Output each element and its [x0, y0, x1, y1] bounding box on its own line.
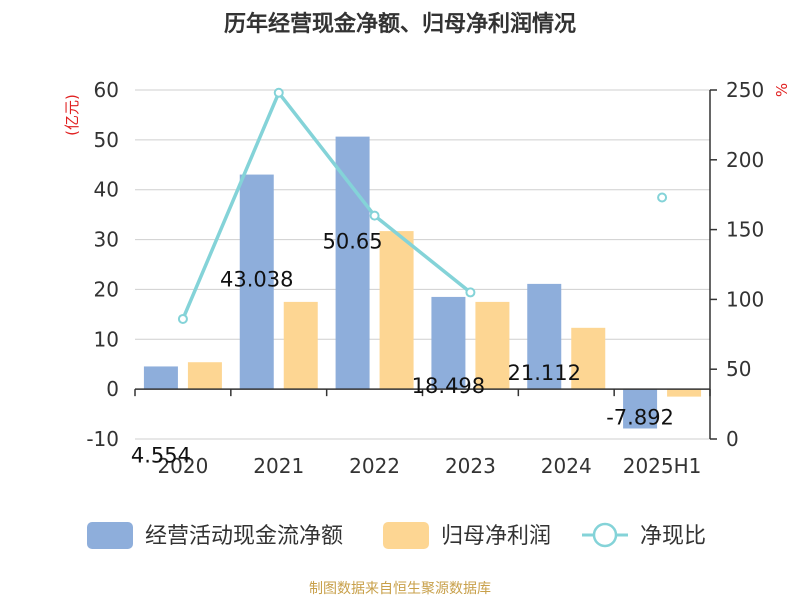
y-left-tick-label: 0 [106, 377, 119, 401]
y-left-tick-label: 30 [94, 228, 119, 252]
y-right-tick-label: 150 [726, 218, 764, 242]
bar-operating-cash-flow [239, 174, 274, 390]
data-label-operating-cash-flow: -7.892 [606, 405, 674, 429]
x-tick-label: 2021 [253, 454, 304, 478]
x-tick-label: 2022 [349, 454, 400, 478]
x-tick-label: 2024 [541, 454, 592, 478]
y-left-tick-label: 50 [94, 128, 119, 152]
bar-net-profit [187, 362, 222, 390]
bar-operating-cash-flow [623, 389, 658, 429]
bar-operating-cash-flow [335, 136, 370, 390]
y-left-tick-label: -10 [86, 427, 119, 451]
x-tick-label: 2025H1 [623, 454, 702, 478]
chart-title: 历年经营现金净额、归母净利润情况 [223, 12, 576, 37]
y-left-tick-label: 20 [94, 277, 119, 301]
y-left-tick-label: 60 [94, 78, 119, 102]
point-cash-ratio [369, 210, 380, 221]
data-label-operating-cash-flow: 4.554 [131, 443, 191, 467]
y-right-axis-unit: % [773, 83, 791, 97]
legend-marker [592, 522, 618, 548]
y-left-axis-unit: (亿元) [63, 94, 81, 136]
y-left-tick-label: 10 [94, 327, 119, 351]
bar-operating-cash-flow [143, 366, 178, 390]
y-right-tick-label: 100 [726, 287, 764, 311]
bar-net-profit [475, 301, 510, 390]
point-cash-ratio [657, 192, 668, 203]
y-right-tick-label: 50 [726, 357, 751, 381]
bar-net-profit [571, 327, 606, 390]
data-label-operating-cash-flow: 21.112 [508, 361, 581, 385]
data-source-note: 制图数据来自恒生聚源数据库 [309, 581, 491, 597]
y-right-tick-label: 200 [726, 148, 764, 172]
point-cash-ratio [177, 313, 188, 324]
bar-operating-cash-flow [431, 296, 466, 390]
data-label-operating-cash-flow: 43.038 [220, 268, 293, 292]
bar-net-profit [379, 231, 414, 390]
legend-swatch [87, 522, 133, 549]
x-tick-label: 2020 [157, 454, 208, 478]
legend-swatch [383, 522, 429, 549]
legend-label: 归母净利润 [441, 524, 551, 549]
bar-net-profit [283, 301, 318, 390]
data-label-operating-cash-flow: 18.498 [412, 374, 485, 398]
bar-net-profit [667, 389, 702, 397]
legend-label: 经营活动现金流净额 [145, 524, 343, 549]
data-label-operating-cash-flow: 50.65 [323, 230, 383, 254]
y-right-tick-label: 250 [726, 78, 764, 102]
legend-label: 净现比 [640, 524, 706, 549]
bar-operating-cash-flow [527, 283, 562, 390]
point-cash-ratio [465, 287, 476, 298]
y-left-tick-label: 40 [94, 178, 119, 202]
y-right-tick-label: 0 [726, 427, 739, 451]
x-tick-label: 2023 [445, 454, 496, 478]
point-cash-ratio [273, 87, 284, 98]
